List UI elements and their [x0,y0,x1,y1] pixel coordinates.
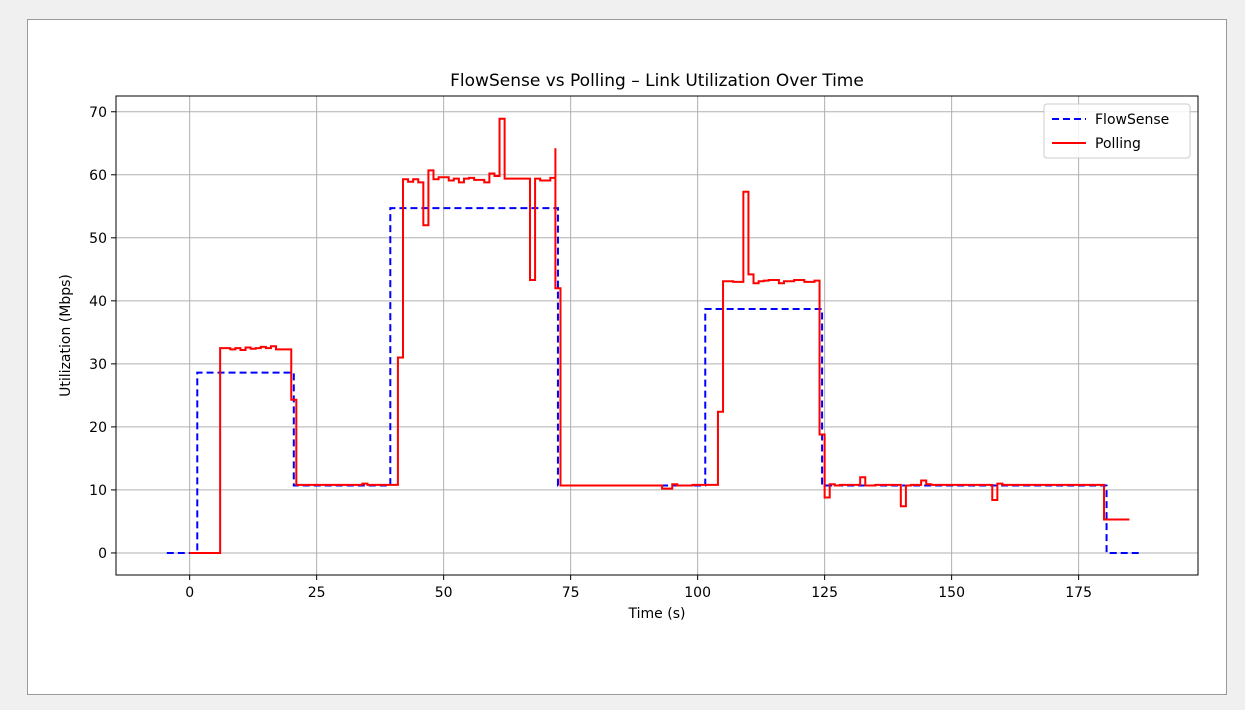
y-tick-label: 70 [89,105,107,121]
y-tick-label: 50 [89,231,107,247]
y-tick-label: 40 [89,294,107,310]
x-tick-label: 25 [308,585,326,601]
series-layer [166,117,1140,554]
x-tick-label: 100 [684,585,711,601]
y-tick-label: 60 [89,168,107,184]
x-tick-label: 50 [435,585,453,601]
y-tick-label: 30 [89,357,107,373]
plot-area [115,95,1199,576]
x-tick-label: 75 [562,585,580,601]
grid [116,96,1198,575]
series-flowsense-line [166,207,1140,554]
x-axis-label: Time (s) [628,606,686,622]
series-polling-line [189,117,1130,554]
legend: FlowSense Polling [1043,103,1191,159]
x-tick-label: 0 [185,585,194,601]
figure-frame: 0 25 50 75 100 125 150 175 0 10 20 30 40 50 60 70 FlowS… [27,19,1227,695]
x-tick-label: 150 [938,585,965,601]
chart-title: FlowSense vs Polling – Link Utilization … [450,71,864,91]
legend-box [1043,103,1191,159]
legend-polling-label: Polling [1095,136,1141,152]
y-tick-label: 0 [98,546,107,562]
y-tick-label: 10 [89,483,107,499]
x-tick-label: 175 [1065,585,1092,601]
legend-flowsense-label: FlowSense [1095,112,1169,128]
ticks: 0 25 50 75 100 125 150 175 0 10 20 30 40 50 60 70 [89,105,1092,601]
y-tick-label: 20 [89,420,107,436]
chart: 0 25 50 75 100 125 150 175 0 10 20 30 40 50 60 70 FlowS… [58,71,1199,622]
y-axis-label: Utilization (Mbps) [58,274,74,397]
x-tick-label: 125 [811,585,838,601]
